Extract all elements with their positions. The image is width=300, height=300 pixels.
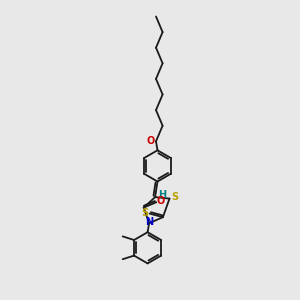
Text: H: H <box>158 190 167 200</box>
Text: S: S <box>171 192 178 202</box>
Text: O: O <box>157 196 165 206</box>
Text: O: O <box>146 136 155 146</box>
Text: S: S <box>142 208 149 218</box>
Text: N: N <box>145 217 153 227</box>
